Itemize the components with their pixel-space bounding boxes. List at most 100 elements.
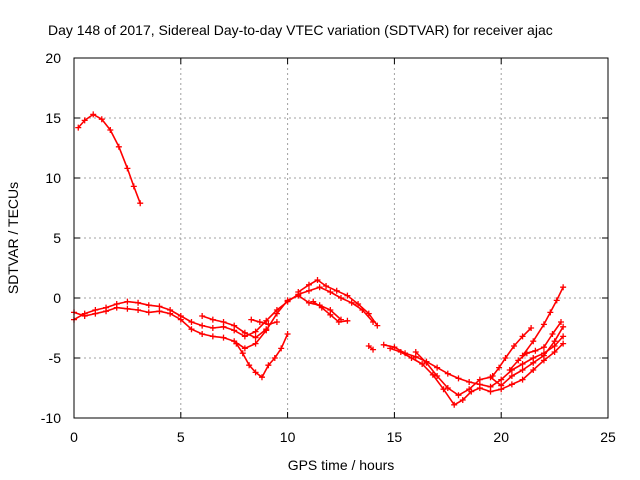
data-point xyxy=(177,316,184,323)
y-axis-label: SDTVAR / TECUs xyxy=(5,182,21,294)
data-point xyxy=(335,319,342,325)
data-point xyxy=(530,359,537,366)
x-axis-label: GPS time / hours xyxy=(288,457,395,473)
data-point xyxy=(199,322,206,329)
data-series-arc-n xyxy=(506,319,565,373)
data-point xyxy=(551,349,558,355)
data-point xyxy=(220,319,227,325)
data-point xyxy=(241,329,248,336)
data-series-arc-m xyxy=(489,325,535,379)
data-series-arc-j xyxy=(380,333,567,390)
data-point xyxy=(273,319,280,325)
grid-layer xyxy=(74,58,608,418)
series-trace xyxy=(521,286,564,357)
x-tick-label: 20 xyxy=(493,429,509,445)
data-series-arc-k xyxy=(387,340,567,408)
data-point xyxy=(167,310,174,317)
data-point xyxy=(511,343,518,349)
tick-layer: 0 5 10 15 20 25 -10 -5 0 5 10 15 20 xyxy=(41,50,616,445)
data-point xyxy=(130,183,137,190)
data-point xyxy=(124,165,131,172)
data-point xyxy=(547,309,554,316)
data-point xyxy=(365,343,372,349)
data-point xyxy=(252,340,259,347)
data-point xyxy=(145,302,152,309)
data-point xyxy=(419,361,426,367)
data-point xyxy=(98,116,105,123)
data-point xyxy=(532,347,539,354)
data-point xyxy=(553,297,560,304)
data-series-arc-a xyxy=(75,111,144,207)
data-point xyxy=(248,316,255,323)
data-point xyxy=(528,325,535,331)
data-series-arc-i xyxy=(365,343,377,353)
data-point xyxy=(348,299,355,306)
data-point xyxy=(387,345,394,352)
y-tick-label: -10 xyxy=(41,410,61,426)
series-trace xyxy=(389,342,564,406)
data-point xyxy=(515,357,522,364)
series-trace xyxy=(250,318,278,326)
data-series-arc-l xyxy=(412,323,567,399)
data-point xyxy=(397,349,404,355)
data-point xyxy=(560,284,567,291)
data-point xyxy=(519,376,526,383)
data-point xyxy=(199,331,206,337)
data-point xyxy=(333,287,340,294)
data-point xyxy=(278,345,285,352)
data-point xyxy=(455,392,462,399)
data-point xyxy=(380,341,387,348)
data-point xyxy=(455,375,462,382)
data-point xyxy=(124,298,131,305)
data-point xyxy=(81,313,88,319)
data-point xyxy=(489,373,496,379)
data-point xyxy=(199,313,206,319)
data-point xyxy=(305,299,312,306)
data-point xyxy=(284,331,291,337)
data-point xyxy=(560,340,567,347)
series-trace xyxy=(77,113,141,204)
y-tick-label: 5 xyxy=(53,230,61,246)
data-point xyxy=(271,355,278,361)
data-point xyxy=(344,317,351,324)
data-point xyxy=(444,385,451,391)
data-point xyxy=(284,297,291,304)
data-point xyxy=(344,292,351,299)
data-point xyxy=(444,370,451,377)
data-point xyxy=(327,289,334,295)
data-point xyxy=(265,362,272,369)
series-layer xyxy=(71,111,567,408)
data-point xyxy=(327,311,334,318)
data-point xyxy=(560,323,567,330)
data-point xyxy=(103,308,110,315)
data-point xyxy=(487,388,494,395)
data-point xyxy=(92,310,99,317)
data-point xyxy=(429,371,436,378)
data-point xyxy=(231,322,238,329)
data-point xyxy=(519,333,526,340)
data-point xyxy=(233,340,240,347)
data-series-arc-g xyxy=(295,277,381,329)
x-tick-label: 5 xyxy=(177,429,185,445)
data-point xyxy=(459,397,466,403)
data-point xyxy=(540,321,547,328)
data-point xyxy=(256,319,263,325)
x-tick-label: 0 xyxy=(70,429,78,445)
series-trace xyxy=(235,333,289,378)
data-series-arc-f xyxy=(248,316,280,328)
y-tick-label: 15 xyxy=(45,110,61,126)
data-series-arc-b xyxy=(71,284,377,340)
data-point xyxy=(423,359,430,366)
chart-title: Day 148 of 2017, Sidereal Day-to-day VTE… xyxy=(48,22,553,38)
data-point xyxy=(239,350,246,357)
data-point xyxy=(273,310,280,317)
data-point xyxy=(408,355,415,361)
data-point xyxy=(530,367,537,373)
data-point xyxy=(209,325,216,331)
data-point xyxy=(252,369,259,376)
data-series-arc-o xyxy=(519,284,567,359)
data-point xyxy=(115,143,122,150)
data-point xyxy=(263,317,270,324)
data-point xyxy=(434,373,441,379)
data-point xyxy=(508,373,515,379)
